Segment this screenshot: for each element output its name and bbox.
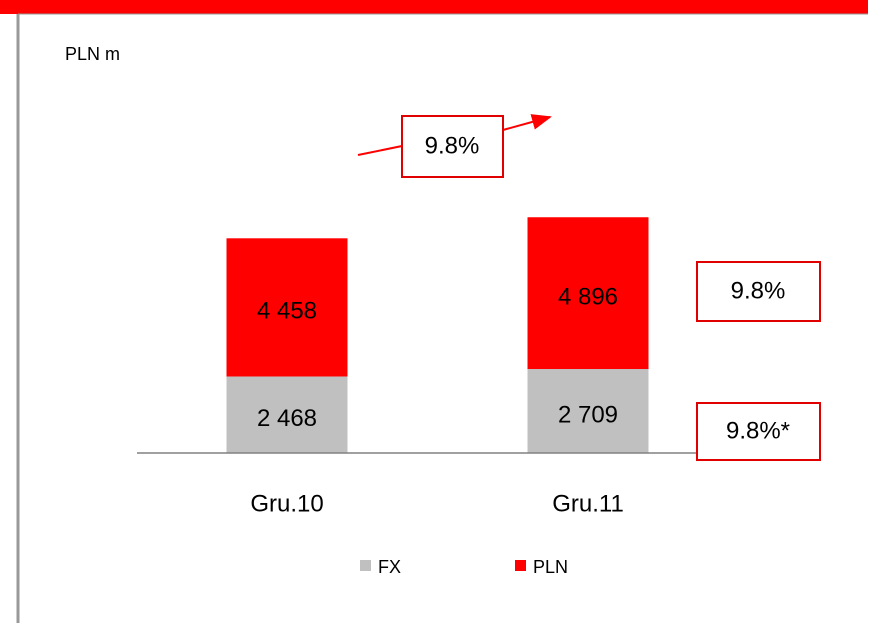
annotation: 9.8% xyxy=(425,132,480,159)
bar-segment xyxy=(527,217,649,370)
value-label: 4 896 xyxy=(558,283,618,310)
x-tick-label: Gru.11 xyxy=(552,490,624,517)
annotation-box xyxy=(696,402,821,461)
annotation: 9.8% xyxy=(731,277,786,304)
bar-segment xyxy=(527,369,649,453)
header-band xyxy=(0,0,868,14)
legend-swatch xyxy=(515,560,526,571)
growth-arrow-tail xyxy=(357,145,403,156)
legend-label: PLN xyxy=(533,557,568,577)
annotation-box xyxy=(696,261,821,322)
bar-segment xyxy=(226,376,348,453)
value-label: 4 458 xyxy=(257,298,317,325)
legend-swatch xyxy=(360,560,371,571)
value-label: 2 468 xyxy=(257,405,317,432)
annotation-box xyxy=(401,115,504,178)
annotation: 9.8%* xyxy=(726,417,790,444)
x-tick-label: Gru.10 xyxy=(250,490,323,517)
legend-label: FX xyxy=(378,557,401,577)
growth-arrow-head xyxy=(502,114,552,131)
unit-label: PLN m xyxy=(65,44,120,64)
value-label: 2 709 xyxy=(558,401,618,428)
bar-segment xyxy=(226,238,348,377)
